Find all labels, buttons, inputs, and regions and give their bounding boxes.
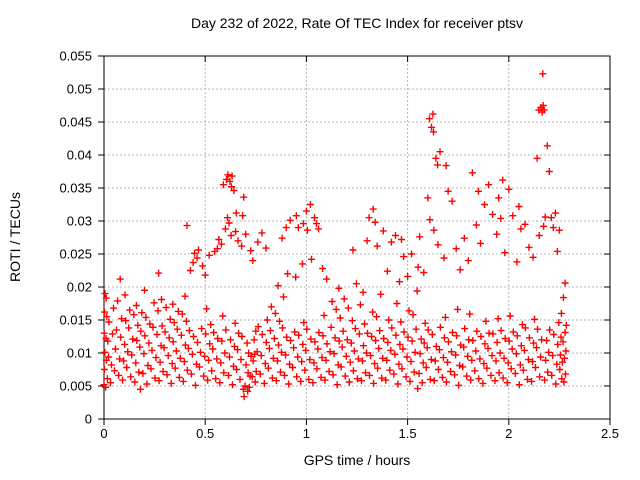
scatter-points bbox=[100, 70, 570, 401]
y-tick-label: 0.045 bbox=[59, 115, 92, 130]
x-tick-label: 0.5 bbox=[196, 426, 214, 441]
y-tick-label: 0.025 bbox=[59, 247, 92, 262]
x-tick-label: 0 bbox=[100, 426, 107, 441]
x-tick-label: 2 bbox=[505, 426, 512, 441]
y-tick-label: 0.03 bbox=[67, 214, 92, 229]
x-axis-label: GPS time / hours bbox=[303, 452, 411, 468]
y-tick-label: 0.005 bbox=[59, 379, 92, 394]
y-axis-label: ROTI / TECUs bbox=[7, 192, 23, 282]
x-tick-label: 1 bbox=[303, 426, 310, 441]
y-tick-label: 0.015 bbox=[59, 313, 92, 328]
y-tick-label: 0.05 bbox=[67, 82, 92, 97]
y-tick-label: 0.04 bbox=[67, 148, 92, 163]
y-tick-label: 0 bbox=[85, 412, 92, 427]
y-tick-label: 0.01 bbox=[67, 346, 92, 361]
chart-title: Day 232 of 2022, Rate Of TEC Index for r… bbox=[190, 15, 523, 31]
y-tick-label: 0.035 bbox=[59, 181, 92, 196]
y-tick-label: 0.055 bbox=[59, 49, 92, 64]
y-tick-label: 0.02 bbox=[67, 280, 92, 295]
x-tick-label: 1.5 bbox=[399, 426, 417, 441]
plot-border bbox=[103, 55, 611, 420]
x-tick-label: 2.5 bbox=[601, 426, 619, 441]
